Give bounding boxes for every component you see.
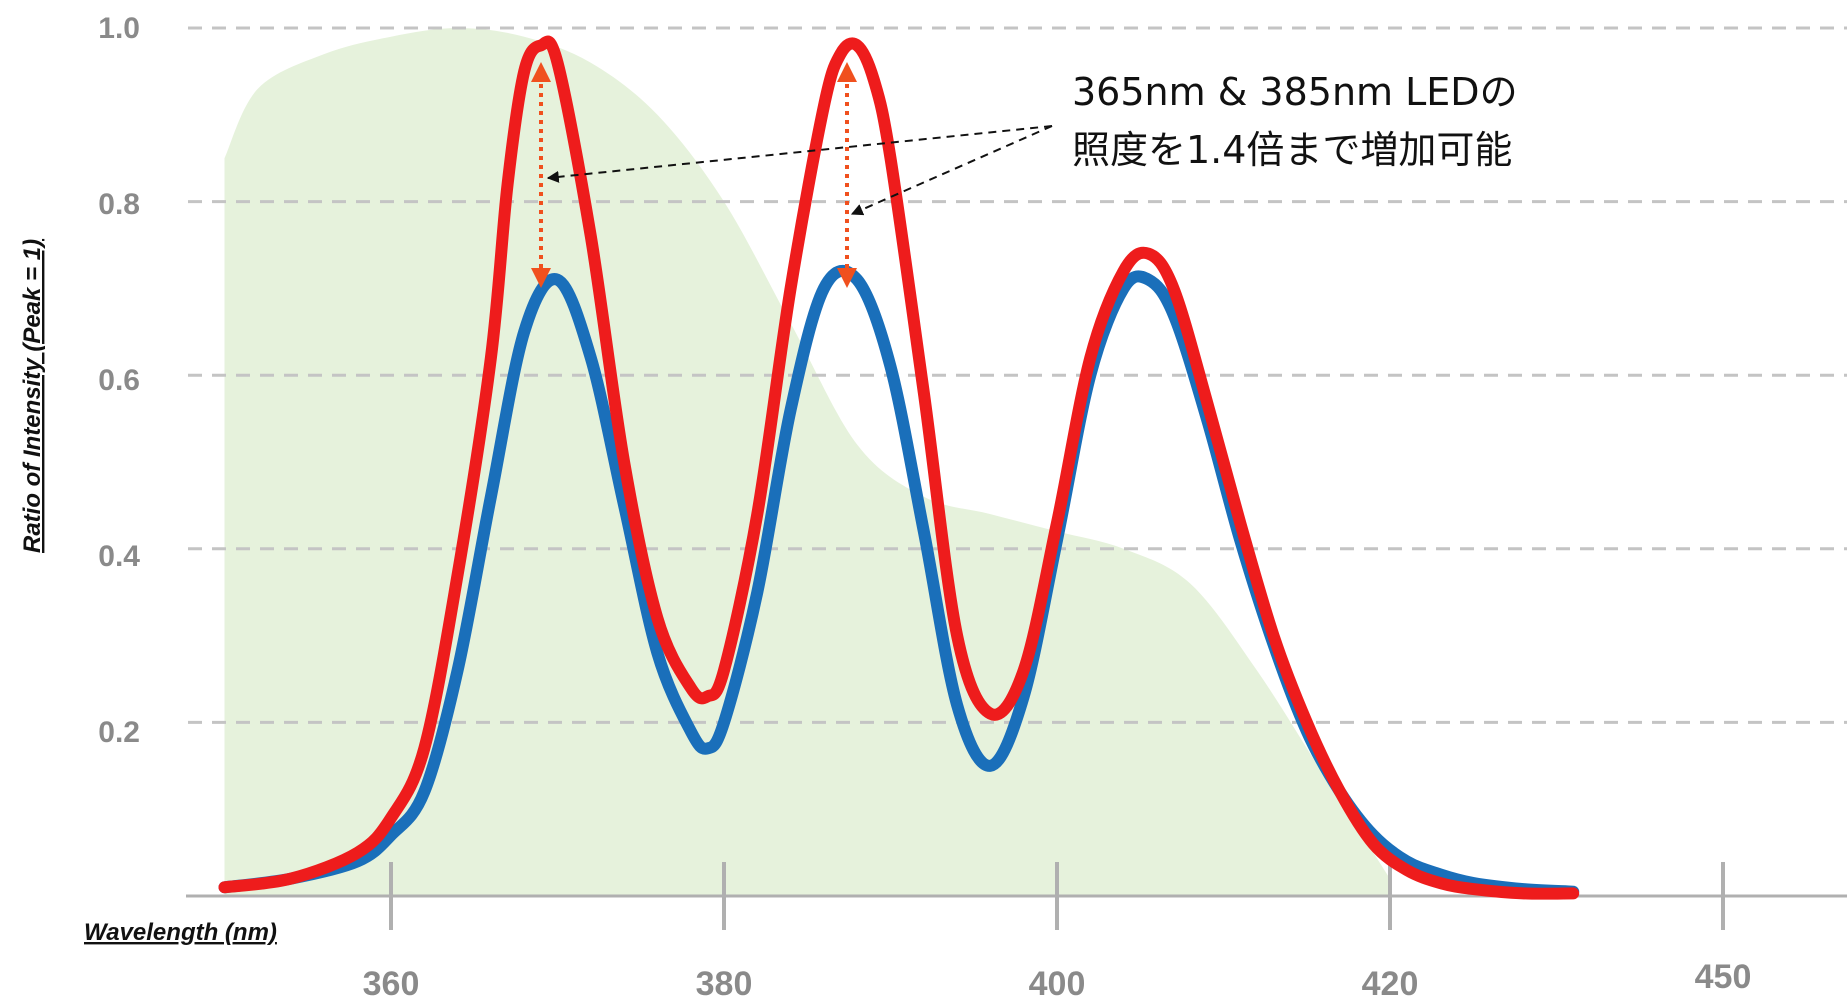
annotation-line-1: 365nm & 385nm LEDの — [1072, 70, 1518, 114]
x-tick-label: 450 — [1695, 958, 1752, 996]
x-tick-label: 380 — [696, 965, 753, 1003]
y-tick-label: 0.4 — [98, 540, 140, 573]
x-tick-marks — [389, 862, 1725, 930]
x-tick-labels: 360 380 400 420 450 — [363, 958, 1752, 1003]
x-tick-label: 360 — [363, 965, 420, 1003]
x-axis-title: Wavelength (nm) — [84, 919, 277, 946]
y-tick-label: 0.2 — [98, 716, 140, 749]
reference-spectrum-area — [224, 28, 1390, 896]
annotation-line-2: 照度を1.4倍まで増加可能 — [1072, 128, 1512, 172]
y-tick-label: 0.6 — [98, 364, 140, 397]
y-tick-label: 0.8 — [98, 188, 140, 221]
y-tick-labels: 1.0 0.8 0.6 0.4 0.2 — [98, 12, 140, 749]
x-tick-label: 400 — [1029, 965, 1086, 1003]
x-tick-label: 420 — [1362, 965, 1419, 1003]
annotation-pointer-1 — [546, 125, 1053, 183]
y-axis-title: Ratio of Intensity (Peak = 1) — [19, 239, 46, 553]
y-tick-label: 1.0 — [98, 12, 140, 45]
series-line-red — [218, 35, 1580, 900]
annotation-pointer-2 — [850, 125, 1053, 216]
